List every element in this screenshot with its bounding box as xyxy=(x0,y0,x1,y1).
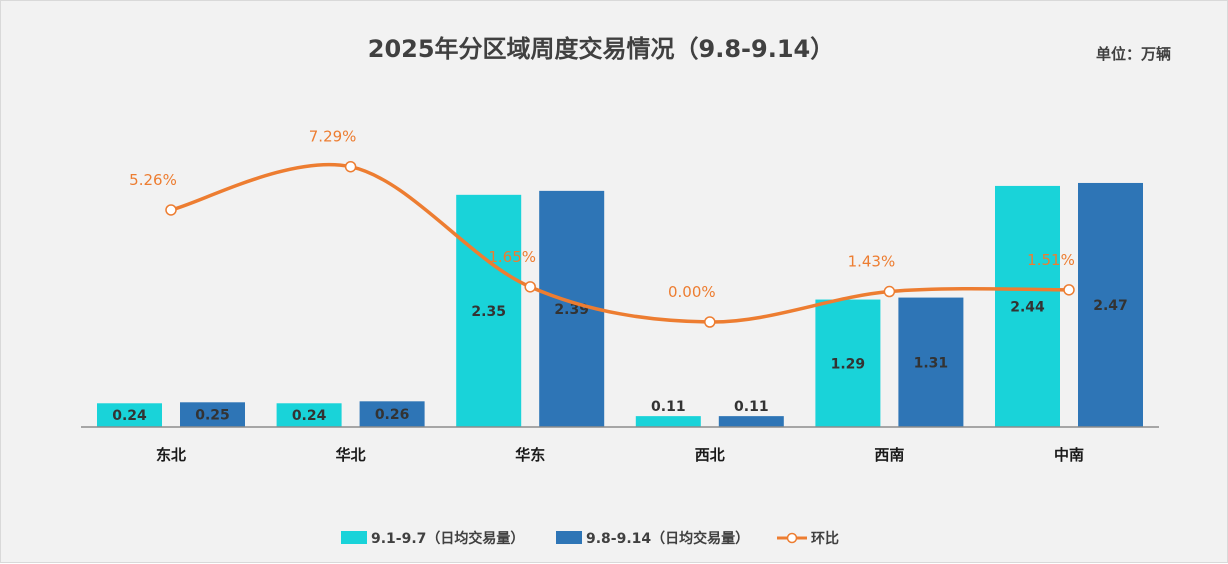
unit-label: 单位：万辆 xyxy=(1096,45,1171,63)
bar-value-label: 1.31 xyxy=(914,355,949,371)
line-value-label: 5.26% xyxy=(129,171,177,189)
bar-series-1 xyxy=(815,299,881,427)
category-label: 西南 xyxy=(874,446,904,464)
bar-series-1 xyxy=(456,194,522,427)
bar-value-label: 1.29 xyxy=(831,356,866,372)
bar-series-1 xyxy=(97,403,162,427)
legend-label-series-3: 环比 xyxy=(811,530,839,547)
legend-swatch-series-1 xyxy=(341,531,367,544)
category-label: 西北 xyxy=(695,446,725,464)
bar-value-label: 0.26 xyxy=(375,407,410,423)
bar-series-2 xyxy=(1078,182,1143,427)
legend-swatch-series-2 xyxy=(556,531,582,544)
bar-value-label: 2.35 xyxy=(471,304,506,320)
bar-series-1 xyxy=(276,403,342,427)
bar-series-2 xyxy=(718,416,784,427)
bar-value-label: 0.11 xyxy=(651,399,686,415)
line-point xyxy=(704,316,716,328)
line-point xyxy=(1063,284,1075,296)
bar-series-1 xyxy=(635,416,701,427)
category-label: 东北 xyxy=(156,446,186,464)
category-label: 中南 xyxy=(1054,446,1084,464)
chart-title: 2025年分区域周度交易情况（9.8-9.14） xyxy=(368,35,835,63)
line-series-3 xyxy=(170,162,1070,324)
bar-series-2 xyxy=(359,401,425,427)
bar-value-label: 0.24 xyxy=(292,408,327,424)
line-value-label: 1.43% xyxy=(848,253,896,271)
category-label: 华东 xyxy=(515,446,545,464)
bar-series-2 xyxy=(898,297,964,427)
line-point xyxy=(344,160,357,173)
category-label: 华北 xyxy=(336,446,366,464)
line-point xyxy=(165,204,177,216)
legend-label-series-1: 9.1-9.7（日均交易量） xyxy=(371,530,524,547)
legend-marker-series-3 xyxy=(786,532,798,544)
line-value-label: 1.51% xyxy=(1027,251,1075,269)
legend-label-series-2: 9.8-9.14（日均交易量） xyxy=(586,530,749,547)
bar-value-label: 0.11 xyxy=(734,399,769,415)
line-point xyxy=(883,285,896,298)
bar-series-2 xyxy=(180,402,245,427)
bar-value-label: 2.47 xyxy=(1093,298,1128,314)
bar-value-label: 0.25 xyxy=(195,408,230,424)
line-value-label: 7.29% xyxy=(309,128,357,146)
bar-series-1 xyxy=(995,185,1060,427)
line-point xyxy=(524,281,536,293)
bar-value-label: 2.44 xyxy=(1010,299,1045,315)
line-value-label: 1.65% xyxy=(488,248,536,266)
bar-value-label: 0.24 xyxy=(112,408,147,424)
legend: 9.1-9.7（日均交易量） 9.8-9.14（日均交易量） 环比 xyxy=(341,530,839,547)
line-value-label: 0.00% xyxy=(668,283,716,301)
